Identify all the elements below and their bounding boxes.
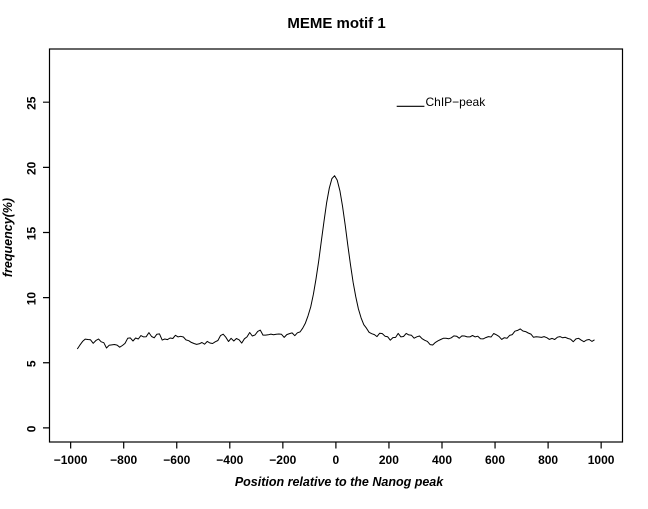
svg-text:0: 0: [333, 453, 340, 467]
svg-text:15: 15: [25, 227, 39, 241]
svg-text:800: 800: [538, 453, 558, 467]
svg-text:600: 600: [485, 453, 505, 467]
svg-text:25: 25: [25, 96, 39, 110]
svg-text:MEME motif 1: MEME motif 1: [287, 15, 385, 32]
svg-text:−400: −400: [216, 453, 243, 467]
svg-text:−800: −800: [110, 453, 137, 467]
svg-text:200: 200: [379, 453, 399, 467]
svg-text:5: 5: [25, 360, 39, 367]
svg-text:10: 10: [25, 292, 39, 306]
svg-text:−200: −200: [269, 453, 296, 467]
svg-text:1000: 1000: [588, 453, 615, 467]
svg-text:0: 0: [25, 425, 39, 432]
svg-text:Position relative to the Nanog: Position relative to the Nanog peak: [235, 475, 444, 489]
svg-text:400: 400: [432, 453, 452, 467]
svg-text:−1000: −1000: [54, 453, 88, 467]
svg-text:20: 20: [25, 161, 39, 175]
svg-text:ChIP−peak: ChIP−peak: [426, 95, 487, 109]
svg-text:−600: −600: [163, 453, 190, 467]
svg-text:frequency(%): frequency(%): [1, 198, 15, 277]
